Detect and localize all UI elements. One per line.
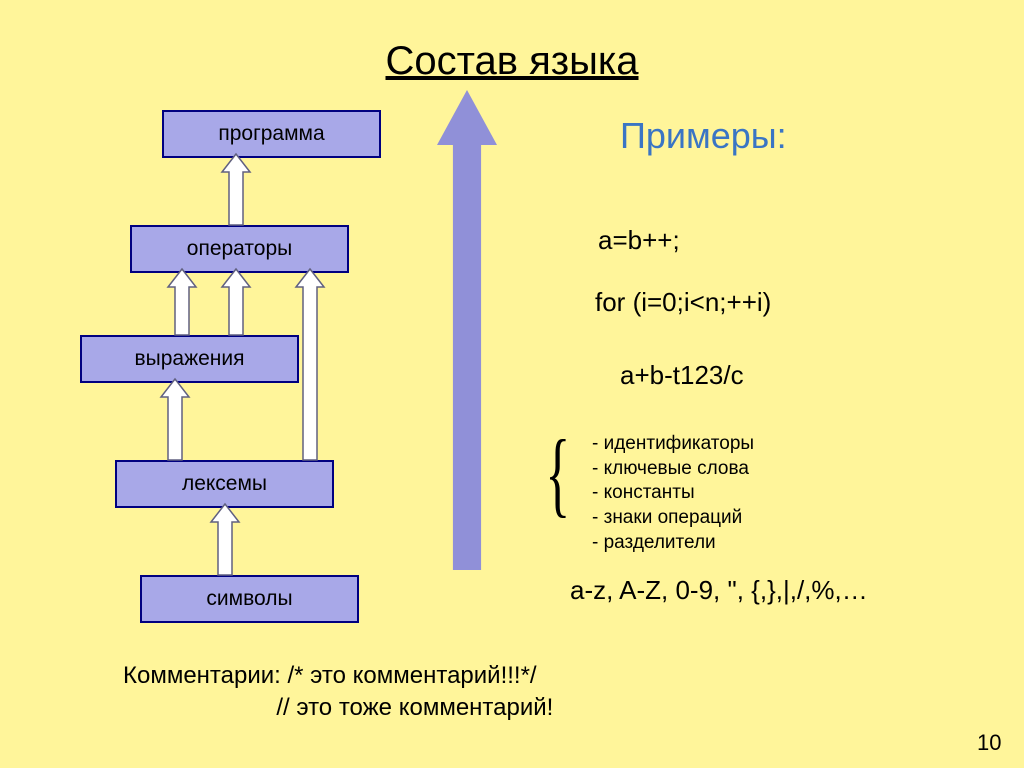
example-line-2: a+b-t123/c <box>620 360 744 391</box>
example-line-0: a=b++; <box>598 225 680 256</box>
box-symbols: символы <box>140 575 359 623</box>
box-program: программа <box>162 110 381 158</box>
bullet-4: - разделители <box>592 531 754 556</box>
comment-line-2: // это тоже комментарий! <box>123 692 553 724</box>
comments-block: Комментарии: /* это комментарий!!!*/ // … <box>123 660 553 725</box>
lexeme-bullets: - идентификаторы - ключевые слова - конс… <box>592 432 754 555</box>
curly-brace: { <box>545 418 570 528</box>
slide: Состав языка программа операторы выражен… <box>0 0 1024 768</box>
bullet-1: - ключевые слова <box>592 457 754 482</box>
big-up-arrow <box>435 90 499 570</box>
example-line-1: for (i=0;i<n;++i) <box>595 287 771 318</box>
comment-line-1: Комментарии: /* это комментарий!!!*/ <box>123 660 553 692</box>
bullet-3: - знаки операций <box>592 506 754 531</box>
examples-header: Примеры: <box>620 115 787 157</box>
box-operators: операторы <box>130 225 349 273</box>
box-lexemes: лексемы <box>115 460 334 508</box>
small-arrows <box>0 0 1024 768</box>
slide-title: Состав языка <box>386 39 639 84</box>
bullet-2: - константы <box>592 481 754 506</box>
box-expressions: выражения <box>80 335 299 383</box>
example-line-3: a-z, A-Z, 0-9, ", {,},|,/,%,… <box>570 575 868 606</box>
page-number: 10 <box>977 730 1001 756</box>
bullet-0: - идентификаторы <box>592 432 754 457</box>
